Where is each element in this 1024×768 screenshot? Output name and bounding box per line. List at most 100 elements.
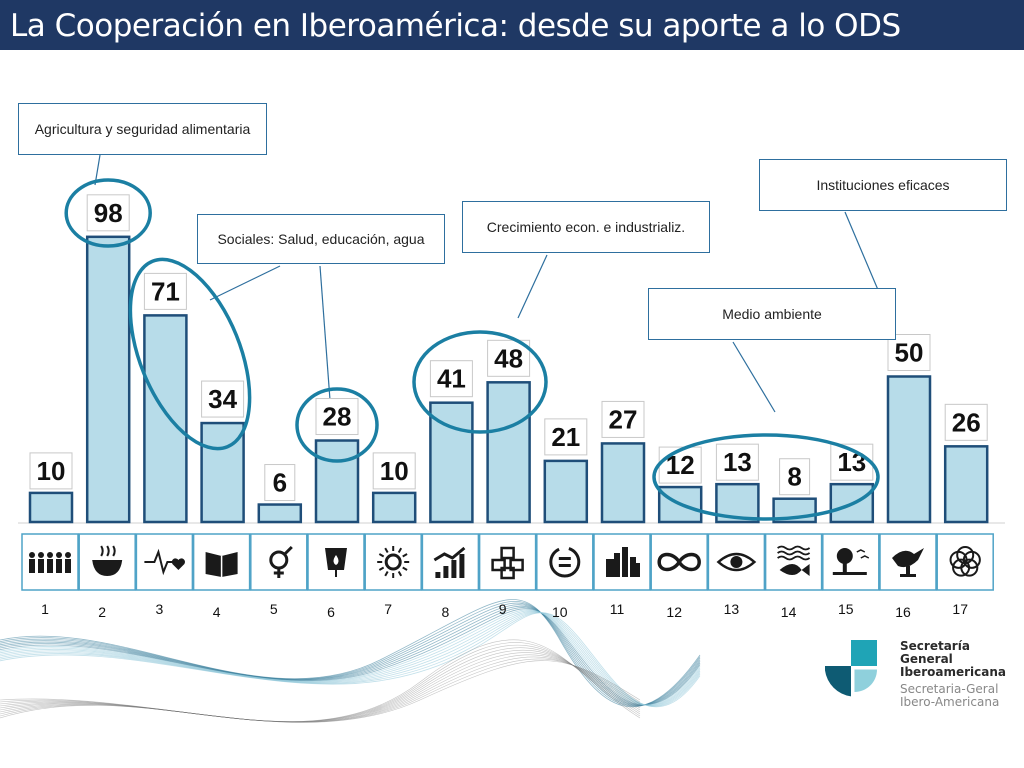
callout-instituciones: Instituciones eficaces (759, 159, 1007, 211)
tick-label-2: 2 (98, 604, 106, 620)
bar-9 (486, 381, 531, 524)
callout-instituciones-text: Instituciones eficaces (816, 177, 950, 193)
water-drop-icon (307, 533, 365, 591)
brand-line3: Secretaria-Geral (900, 682, 999, 696)
bar-7 (371, 491, 417, 524)
tick-label-7: 7 (384, 601, 392, 617)
svg-text:41: 41 (437, 364, 466, 394)
value-label-16: 50 (887, 334, 931, 371)
callout-sociales: Sociales: Salud, educación, agua (197, 214, 445, 264)
heartbeat-icon (135, 533, 194, 591)
tick-label-6: 6 (327, 604, 335, 620)
segib-logo (825, 640, 877, 697)
callout-agricultura-text: Agricultura y seguridad alimentaria (34, 121, 251, 137)
dove-icon (879, 533, 937, 591)
value-label-14: 8 (779, 458, 811, 496)
brand-line2: Iberoamericana (900, 665, 1006, 679)
fish-icon (764, 533, 823, 591)
value-label-11: 27 (601, 400, 645, 438)
svg-text:98: 98 (94, 198, 123, 228)
tick-label-17: 17 (952, 601, 968, 617)
value-label-5: 6 (264, 464, 296, 502)
svg-text:28: 28 (323, 402, 352, 432)
bowl-icon (78, 533, 136, 591)
eye-icon (707, 533, 766, 591)
svg-text:27: 27 (609, 404, 638, 434)
callout-medio-ambiente-text: Medio ambiente (722, 306, 822, 322)
value-label-8: 41 (429, 360, 473, 398)
city-icon (593, 533, 651, 591)
tick-label-1: 1 (41, 601, 49, 617)
tick-label-13: 13 (724, 601, 740, 617)
tick-label-11: 11 (610, 601, 625, 617)
tick-label-10: 10 (552, 604, 568, 620)
equal-icon (536, 533, 594, 591)
sun-icon (364, 533, 422, 591)
callout-sociales-text: Sociales: Salud, educación, agua (217, 231, 425, 247)
growth-chart-icon (421, 533, 480, 591)
gender-icon (250, 533, 308, 591)
tick-label-4: 4 (213, 604, 221, 620)
decorative-wave (0, 599, 701, 723)
tick-label-12: 12 (666, 604, 682, 620)
highlight-ellipse-8-9 (412, 330, 548, 434)
value-label-12: 12 (658, 446, 702, 484)
bar-1 (28, 491, 74, 524)
bar-16 (886, 375, 932, 524)
bar-3 (143, 314, 188, 524)
page-title: La Cooperación en Iberoamérica: desde su… (10, 8, 901, 44)
bar-11 (600, 442, 646, 524)
svg-text:21: 21 (551, 422, 580, 452)
brand-line4: Ibero-Americana (900, 695, 1000, 709)
segib-brand-text: Secretaría General Iberoamericana Secret… (900, 640, 1024, 709)
value-label-3: 71 (143, 272, 187, 310)
bar-6 (314, 439, 360, 524)
callout-crecimiento-text: Crecimiento econ. e industrializ. (486, 219, 686, 235)
svg-text:8: 8 (787, 462, 801, 492)
callout-medio-ambiente: Medio ambiente (648, 288, 896, 340)
svg-text:10: 10 (37, 456, 66, 486)
highlight-ellipse-3-4 (128, 257, 252, 451)
value-label-4: 34 (201, 380, 245, 418)
tick-label-5: 5 (270, 601, 278, 617)
book-icon (192, 533, 251, 591)
bar-13 (715, 482, 760, 524)
svg-text:13: 13 (723, 447, 752, 477)
tick-label-16: 16 (895, 604, 911, 620)
tick-label-8: 8 (442, 604, 450, 620)
value-label-17: 26 (944, 403, 988, 441)
tick-label-3: 3 (156, 601, 164, 617)
svg-text:13: 13 (837, 447, 866, 477)
svg-text:50: 50 (895, 338, 924, 368)
highlight-ellipse-6 (295, 387, 379, 463)
svg-text:34: 34 (208, 384, 237, 414)
value-label-9: 48 (487, 339, 531, 377)
value-label-7: 10 (372, 452, 416, 490)
value-label-10: 21 (544, 418, 588, 456)
value-label-6: 28 (315, 398, 359, 436)
bar-2 (85, 235, 131, 524)
tick-label-15: 15 (838, 601, 854, 617)
svg-text:48: 48 (494, 343, 523, 373)
svg-text:71: 71 (151, 276, 180, 306)
tick-label-14: 14 (781, 604, 797, 620)
callout-agricultura: Agricultura y seguridad alimentaria (18, 103, 267, 155)
people-icon (21, 533, 79, 591)
callout-crecimiento: Crecimiento econ. e industrializ. (462, 201, 710, 253)
tick-label-9: 9 (499, 601, 507, 617)
brand-line1: Secretaría General (900, 639, 970, 666)
flower-icon (936, 533, 994, 591)
bar-10 (543, 459, 589, 524)
title-bar: La Cooperación en Iberoamérica: desde su… (0, 0, 1024, 50)
value-label-1: 10 (29, 452, 73, 490)
highlight-ellipse-12-15 (652, 433, 880, 521)
cubes-icon (478, 533, 537, 591)
value-label-13: 13 (715, 443, 759, 481)
bar-5 (257, 503, 303, 524)
value-label-2: 98 (86, 194, 130, 232)
highlight-ellipse-2 (64, 178, 152, 248)
svg-text:10: 10 (380, 456, 409, 486)
bar-17 (943, 445, 989, 524)
infinity-icon (650, 533, 708, 591)
